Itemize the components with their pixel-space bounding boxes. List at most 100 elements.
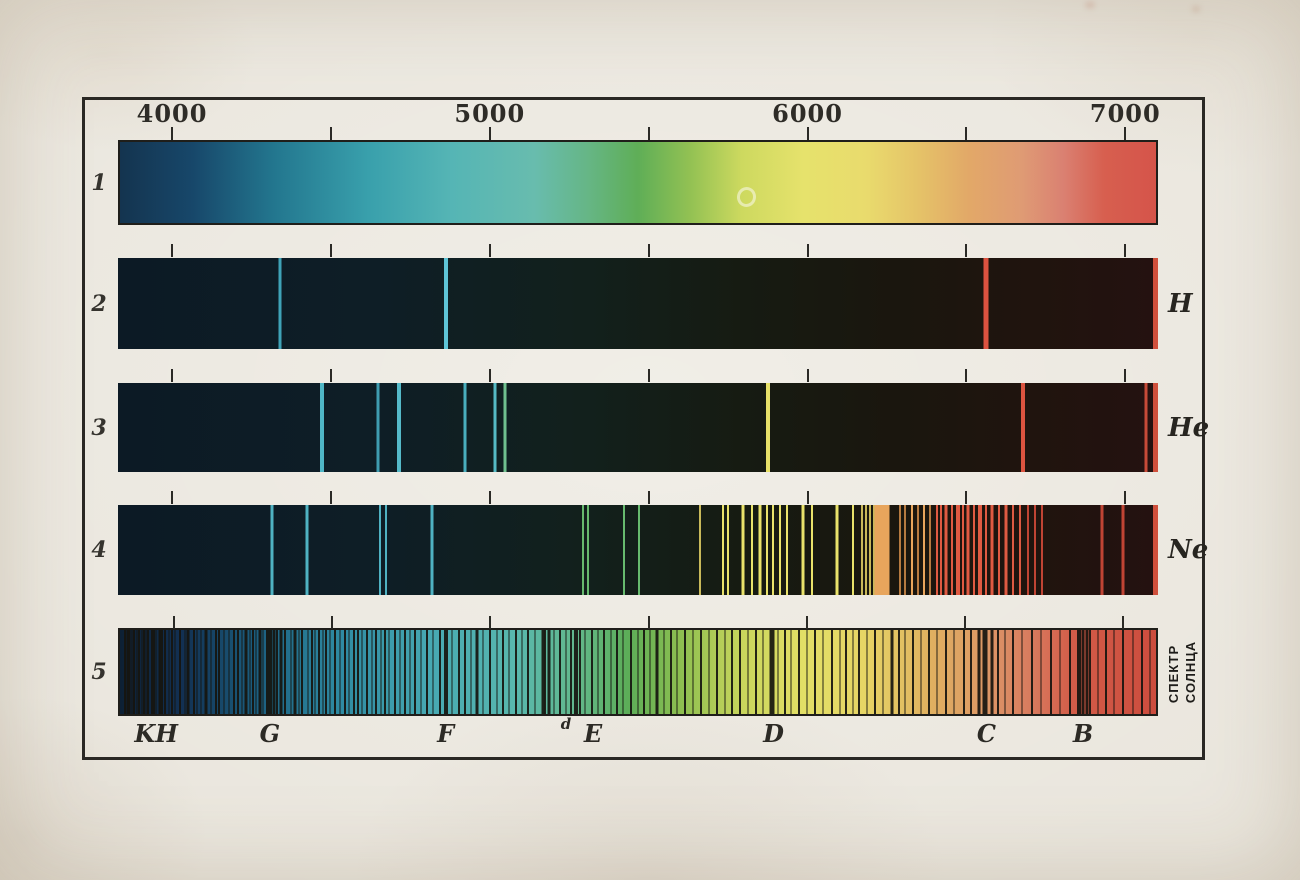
row-tick xyxy=(806,491,809,504)
absorption-line xyxy=(1104,630,1107,714)
axis-tick-label: 5000 xyxy=(454,99,526,128)
absorption-line xyxy=(145,630,147,714)
absorption-line xyxy=(388,630,390,714)
row-tick xyxy=(965,244,968,257)
absorption-line xyxy=(163,630,166,714)
absorption-line xyxy=(301,630,303,714)
absorption-line xyxy=(822,630,824,714)
absorption-line xyxy=(403,630,406,714)
absorption-line xyxy=(325,630,328,714)
absorption-line xyxy=(813,630,816,714)
absorption-line xyxy=(547,630,551,714)
absorption-line xyxy=(797,630,800,714)
absorption-line xyxy=(615,630,618,714)
absorption-line xyxy=(192,630,195,714)
emission-line xyxy=(1100,505,1104,595)
emission-line xyxy=(935,505,938,595)
absorption-line xyxy=(399,630,401,714)
absorption-line xyxy=(318,630,321,714)
row-tick xyxy=(329,491,332,504)
emission-line xyxy=(503,383,507,472)
emission-line xyxy=(587,505,590,595)
absorption-line xyxy=(228,630,230,714)
absorption-line xyxy=(739,630,742,714)
helium-spectrum-bar xyxy=(118,369,1158,472)
axis-tick xyxy=(329,127,332,140)
absorption-line xyxy=(210,630,212,714)
emission-line xyxy=(944,505,948,595)
row-tick xyxy=(488,491,491,504)
emission-line xyxy=(376,383,380,472)
paper-smudge xyxy=(1085,2,1095,8)
row-tick xyxy=(1124,244,1127,257)
emission-line xyxy=(865,505,868,595)
paper-smudge xyxy=(1192,6,1200,12)
wavelength-axis: 4000 5000 6000 7000 xyxy=(118,97,1161,140)
absorption-line xyxy=(255,630,257,714)
row-tick xyxy=(171,369,174,382)
axis-tick-label: 7000 xyxy=(1089,99,1161,128)
absorption-line xyxy=(953,630,955,714)
absorption-line xyxy=(1097,630,1099,714)
axis-tick xyxy=(171,127,174,140)
absorption-line xyxy=(475,630,479,714)
absorption-line xyxy=(184,630,186,714)
absorption-line xyxy=(414,630,416,714)
absorption-line xyxy=(155,630,157,714)
emission-line xyxy=(985,505,988,595)
emission-line xyxy=(1020,383,1025,472)
emission-line xyxy=(911,505,914,595)
absorption-line xyxy=(890,630,894,714)
emission-line xyxy=(772,505,775,595)
absorption-line xyxy=(831,630,834,714)
absorption-line xyxy=(380,630,382,714)
axis-tick xyxy=(806,127,809,140)
absorption-line xyxy=(244,630,248,714)
emission-line xyxy=(990,505,994,595)
hydrogen-spectrum-bar xyxy=(118,244,1158,349)
emission-line xyxy=(861,505,864,595)
absorption-line xyxy=(489,630,492,714)
emission-line xyxy=(463,383,467,472)
absorption-line xyxy=(502,630,504,714)
absorption-line xyxy=(866,630,868,714)
emission-line xyxy=(973,505,976,595)
absorption-line xyxy=(655,630,659,714)
absorption-line xyxy=(806,630,808,714)
absorption-line xyxy=(610,630,612,714)
absorption-line xyxy=(353,630,356,714)
row-number-1: 1 xyxy=(91,169,107,196)
row-tick xyxy=(647,244,650,257)
absorption-line xyxy=(159,630,164,714)
figure-frame-border xyxy=(82,97,1205,760)
absorption-line xyxy=(579,630,582,714)
row-number-5: 5 xyxy=(91,659,107,685)
absorption-line xyxy=(508,630,510,714)
bar-red-edge xyxy=(1153,383,1158,472)
absorption-line xyxy=(783,630,786,714)
emission-line xyxy=(873,505,876,595)
emission-line xyxy=(940,505,943,595)
axis-tick xyxy=(965,127,968,140)
absorption-line xyxy=(131,630,133,714)
absorption-line xyxy=(432,630,434,714)
absorption-line xyxy=(496,630,498,714)
element-label-hydrogen: H xyxy=(1168,288,1193,319)
absorption-line xyxy=(179,630,182,714)
absorption-line xyxy=(251,630,254,714)
emission-line xyxy=(983,258,989,349)
emission-line xyxy=(305,505,309,595)
emission-line xyxy=(270,505,274,595)
absorption-line xyxy=(1132,630,1134,714)
emission-line xyxy=(623,505,626,595)
absorption-line xyxy=(218,630,221,714)
row-tick xyxy=(1124,491,1127,504)
solar-spectrum-label: СПЕКТР СОЛНЦА xyxy=(1160,628,1204,716)
fraunhofer-letter: KH xyxy=(134,719,178,748)
absorption-line xyxy=(663,630,665,714)
emission-line xyxy=(1034,505,1037,595)
absorption-line xyxy=(1113,630,1115,714)
row-tick xyxy=(965,491,968,504)
emission-line xyxy=(1121,505,1125,595)
